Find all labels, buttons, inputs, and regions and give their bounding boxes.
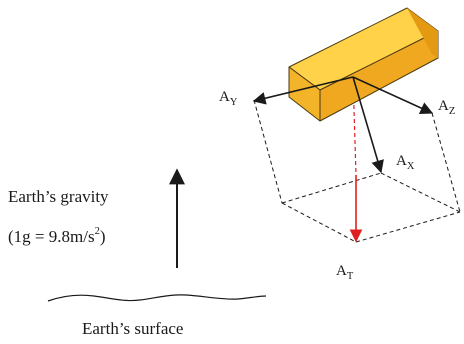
dash-edge-bottom-left — [281, 202, 357, 243]
label-AX: AX — [396, 153, 415, 172]
arrow-AZ — [352, 76, 434, 115]
dash-edge-bottom-right — [355, 211, 461, 243]
dash-edge-y-down — [253, 99, 283, 204]
gravity-label-line1: Earth’s gravity — [8, 187, 109, 206]
dash-edge-back-left — [281, 172, 382, 204]
arrow-AY — [252, 76, 354, 105]
earth-surface-line — [47, 294, 267, 302]
earth-surface-label: Earth’s surface — [82, 319, 183, 338]
label-AT: AT — [336, 263, 354, 282]
gravity-label-line2: (1g = 9.8m/s2) — [8, 226, 105, 246]
label-AZ: AZ — [438, 98, 455, 117]
component-arrows — [252, 76, 434, 174]
box-right-face — [407, 8, 438, 58]
decomposition-box — [253, 99, 461, 243]
arrow-AX — [352, 76, 384, 174]
dash-edge-z-down — [431, 112, 461, 213]
label-AY: AY — [219, 89, 238, 108]
accelerometer-box-icon — [288, 7, 439, 122]
dash-edge-back-right — [380, 172, 461, 213]
